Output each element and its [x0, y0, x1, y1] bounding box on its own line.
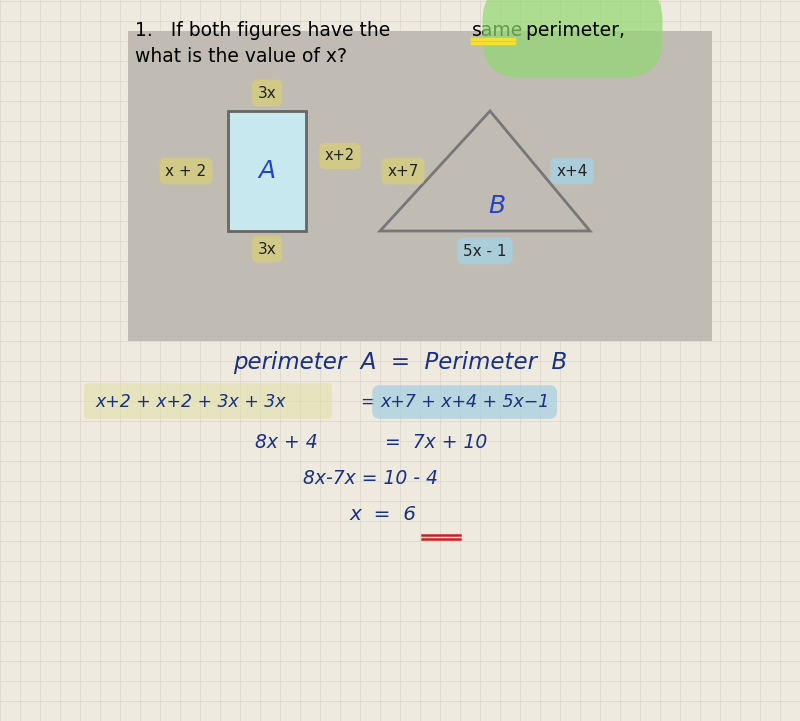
- Text: perimeter  A  =  Perimeter  B: perimeter A = Perimeter B: [233, 351, 567, 374]
- Text: x+4: x+4: [556, 164, 588, 179]
- Text: x+7 + x+4 + 5x−1: x+7 + x+4 + 5x−1: [380, 393, 550, 411]
- FancyBboxPatch shape: [228, 111, 306, 231]
- Text: 8x-7x = 10 - 4: 8x-7x = 10 - 4: [303, 469, 438, 488]
- Text: same: same: [472, 21, 523, 40]
- Text: x+7: x+7: [387, 164, 418, 179]
- Text: x+2: x+2: [325, 149, 355, 164]
- Text: =  7x + 10: = 7x + 10: [385, 433, 487, 452]
- Text: x+2 + x+2 + 3x + 3x: x+2 + x+2 + 3x + 3x: [95, 393, 286, 411]
- Text: 3x: 3x: [258, 242, 276, 257]
- Text: 1.   If both figures have the: 1. If both figures have the: [135, 21, 396, 40]
- Text: perimeter,: perimeter,: [520, 21, 625, 40]
- Text: B: B: [488, 194, 506, 218]
- Text: 8x + 4: 8x + 4: [255, 433, 318, 452]
- Text: A: A: [258, 159, 275, 183]
- Text: what is the value of x?: what is the value of x?: [135, 47, 347, 66]
- Text: 3x: 3x: [258, 86, 276, 100]
- Text: 5x - 1: 5x - 1: [463, 244, 506, 259]
- FancyBboxPatch shape: [84, 383, 332, 419]
- FancyBboxPatch shape: [128, 31, 712, 341]
- Text: x  =  6: x = 6: [350, 505, 417, 524]
- Text: x + 2: x + 2: [166, 164, 206, 179]
- Text: =: =: [360, 393, 374, 411]
